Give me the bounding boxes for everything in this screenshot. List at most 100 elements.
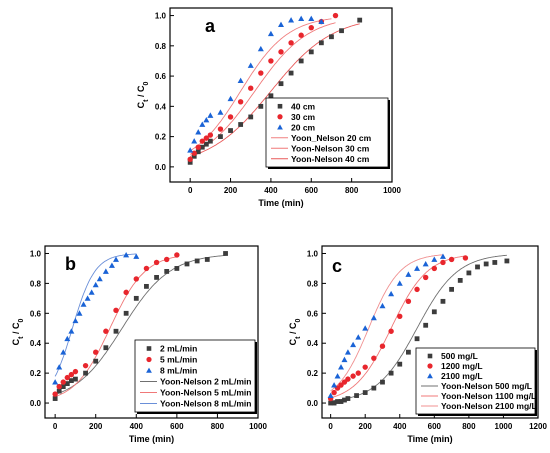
y-axis-label-part: / C (11, 322, 21, 337)
y-tick-label: 0.4 (30, 339, 42, 348)
fit-line (189, 22, 336, 155)
legend-label: 8 mL/min (160, 366, 197, 376)
data-point (203, 141, 209, 147)
data-point (72, 317, 79, 324)
data-point (164, 256, 170, 263)
data-point (195, 149, 201, 155)
y-axis-label-part: C (11, 338, 21, 345)
series-2100-mg-l (327, 253, 446, 398)
legend-marker (146, 367, 152, 373)
data-point (440, 259, 446, 266)
data-point (257, 45, 264, 52)
data-point (93, 358, 99, 364)
legend-label: Yoon-Nelson 40 cm (291, 154, 370, 164)
plot-frame (44, 245, 259, 419)
data-point (327, 392, 334, 398)
data-point (248, 85, 254, 91)
data-point (431, 256, 438, 262)
data-point (223, 251, 228, 256)
series-20-cm (187, 15, 325, 153)
data-point (191, 138, 198, 144)
data-point (406, 349, 411, 355)
y-axis-label-part: C (136, 101, 146, 108)
x-tick-label: 0 (53, 422, 58, 431)
data-point (93, 349, 99, 355)
data-point (195, 144, 201, 150)
data-point (267, 30, 274, 37)
data-point (308, 49, 314, 55)
legend-marker (146, 346, 152, 351)
data-point (268, 58, 274, 64)
legend-marker (427, 363, 433, 369)
y-axis-label-subscript: 0 (295, 319, 302, 323)
fit-line (330, 254, 507, 402)
data-point (362, 390, 368, 395)
data-point (199, 138, 205, 144)
data-point (217, 126, 224, 132)
data-point (338, 399, 344, 404)
data-point (388, 370, 394, 376)
data-point (335, 399, 340, 404)
data-point (258, 70, 264, 76)
fit-line (330, 254, 444, 392)
data-point (237, 77, 244, 84)
data-point (278, 21, 284, 28)
data-point (308, 15, 315, 21)
data-point (68, 328, 75, 334)
x-tick-label: 800 (211, 422, 225, 431)
data-point (103, 345, 109, 351)
legend-label: Yoon_Nelson 20 cm (291, 133, 372, 143)
x-tick-label: 200 (89, 422, 103, 431)
data-point (56, 383, 62, 390)
data-point (68, 378, 74, 384)
data-point (462, 255, 469, 261)
data-point (431, 265, 438, 272)
data-point (362, 364, 368, 370)
y-tick-label: 0.8 (307, 279, 319, 288)
data-point (298, 15, 305, 21)
data-point (268, 93, 274, 99)
data-point (80, 301, 87, 307)
data-point (448, 256, 455, 263)
data-point (96, 275, 103, 282)
legend-label: Yoon-Nelson 2 mL/min (160, 377, 251, 387)
data-point (207, 138, 213, 144)
legend-label: 40 cm (291, 101, 316, 111)
legend-label: Yoon-Nelson 1100 mg/L (441, 391, 536, 401)
x-tick-label: 600 (305, 186, 319, 195)
data-point (207, 132, 214, 138)
legend-label: 500 mg/L (441, 351, 478, 361)
data-point (143, 265, 150, 272)
x-tick-label: 800 (345, 186, 359, 195)
data-point (339, 28, 344, 34)
data-point (191, 153, 197, 159)
data-point (56, 364, 63, 370)
x-tick-label: 400 (264, 186, 278, 195)
y-tick-label: 0.2 (155, 133, 167, 142)
series-5-ml-min (52, 252, 180, 397)
y-tick-label: 0.4 (307, 339, 319, 348)
legend-label: Yoon-Nelson 500 mg/L (441, 381, 532, 391)
data-point (388, 290, 395, 297)
panel-b: 0 200 400 600 800 1000 0.0 0.2 0.4 0.6 0.8 1.0 Time … (11, 245, 267, 444)
data-point (123, 251, 130, 258)
data-point (504, 258, 510, 264)
data-point (457, 278, 463, 283)
y-tick-label: 0.0 (30, 399, 42, 408)
data-point (288, 40, 294, 46)
data-point (52, 379, 59, 385)
y-tick-label: 0.6 (30, 309, 42, 318)
data-point (207, 112, 214, 118)
y-tick-label: 1.0 (155, 12, 167, 21)
y-axis-label-subscript: t (295, 336, 302, 339)
panel-letter: b (65, 254, 76, 274)
data-point (423, 322, 429, 328)
data-point (113, 256, 119, 262)
data-point (422, 260, 429, 267)
y-tick-label: 0.0 (155, 163, 167, 172)
data-point (247, 62, 254, 68)
y-tick-label: 0.8 (30, 279, 42, 288)
data-point (331, 382, 338, 388)
data-point (344, 349, 351, 355)
